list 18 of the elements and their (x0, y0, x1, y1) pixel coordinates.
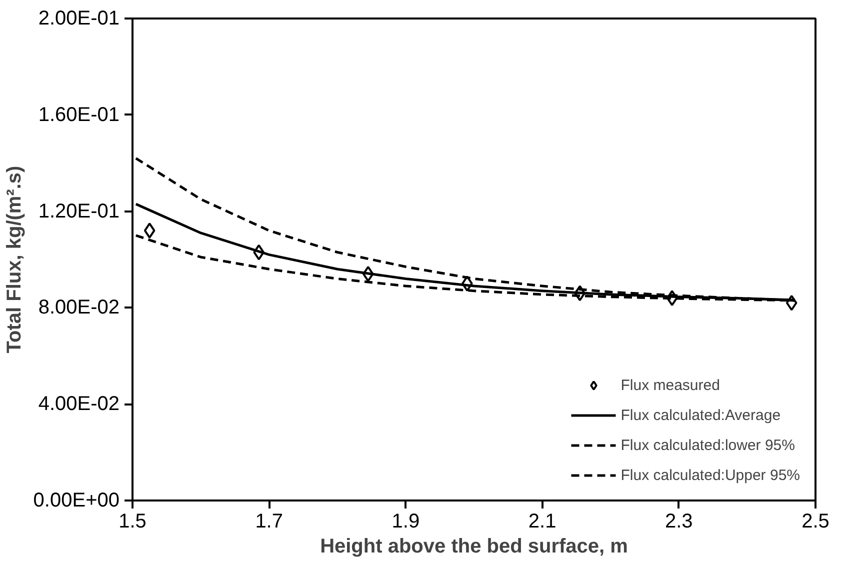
y-tick-label: 8.00E-02 (38, 296, 120, 319)
legend-label: Flux calculated:Average (620, 406, 781, 424)
x-tick-label: 2.3 (665, 510, 693, 532)
y-tick-label: 2.00E-01 (38, 8, 120, 30)
x-axis-title: Height above the bed surface, m (320, 536, 628, 558)
legend-label: Flux measured (620, 376, 720, 394)
y-tick-label: 0.00E+00 (33, 490, 120, 512)
x-tick-label: 1.5 (118, 510, 146, 532)
y-tick-label: 1.20E-01 (38, 200, 120, 222)
x-tick-label: 1.7 (255, 510, 284, 532)
y-tick-label: 4.00E-02 (38, 393, 120, 416)
legend-label: Flux calculated:Upper 95% (620, 466, 800, 484)
x-tick-label: 2.5 (802, 510, 830, 532)
x-tick-label: 1.9 (392, 510, 420, 532)
y-axis-title: Total Flux, kg/(m².s) (3, 166, 26, 354)
legend-label: Flux calculated:lower 95% (620, 436, 795, 454)
y-tick-label: 1.60E-01 (38, 104, 120, 126)
x-tick-label: 2.1 (528, 510, 556, 532)
